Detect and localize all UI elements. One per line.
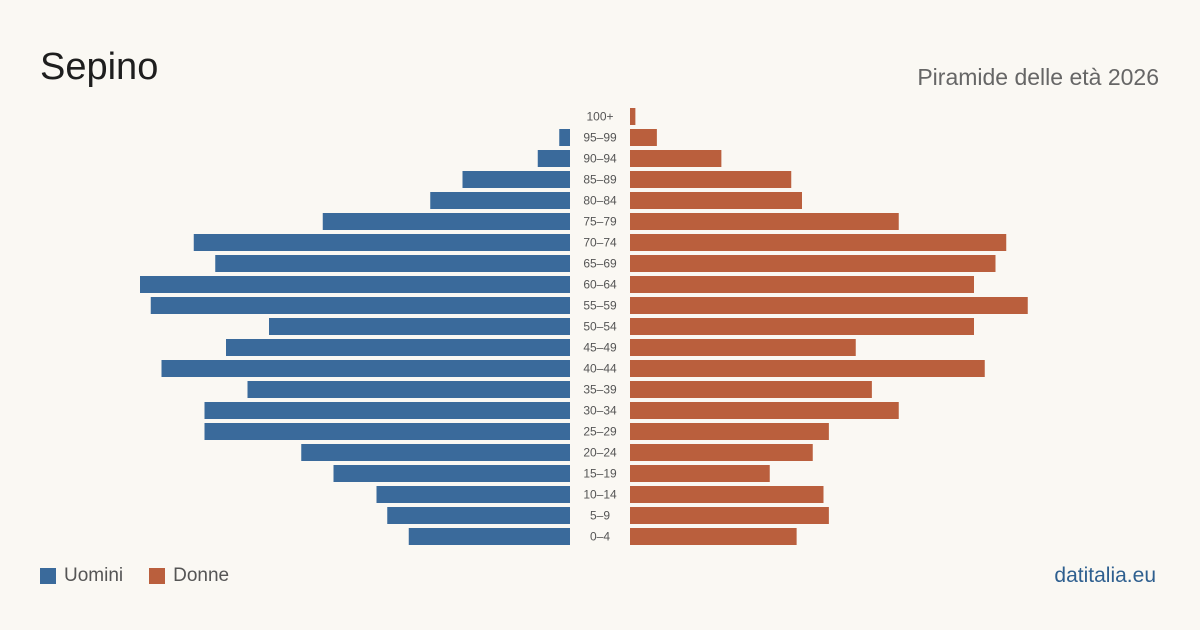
- bar-women-95-99: [630, 129, 657, 146]
- bar-women-55-59: [630, 297, 1028, 314]
- age-label-30-34: 30–34: [583, 404, 617, 418]
- age-label-60-64: 60–64: [583, 278, 617, 292]
- age-label-35-39: 35–39: [583, 383, 617, 397]
- bar-men-15-19: [333, 465, 570, 482]
- age-label-90-94: 90–94: [583, 152, 617, 166]
- bar-women-25-29: [630, 423, 829, 440]
- bar-women-80-84: [630, 192, 802, 209]
- bar-men-75-79: [322, 213, 570, 230]
- age-label-65-69: 65–69: [583, 257, 617, 271]
- age-label-80-84: 80–84: [583, 194, 617, 208]
- age-label-10-14: 10–14: [583, 488, 617, 502]
- bar-women-10-14: [630, 486, 824, 503]
- age-label-40-44: 40–44: [583, 362, 617, 376]
- bar-women-40-44: [630, 360, 985, 377]
- chart-subtitle: Piramide delle età 2026: [917, 64, 1159, 90]
- bar-women-90-94: [630, 150, 722, 167]
- age-label-75-79: 75–79: [583, 215, 617, 229]
- bar-women-65-69: [630, 255, 996, 272]
- bar-women-85-89: [630, 171, 792, 188]
- brand-link[interactable]: datitalia.eu: [1054, 564, 1156, 587]
- bar-men-95-99: [559, 129, 570, 146]
- women-color-swatch: [149, 568, 166, 584]
- chart-legend: Uomini Donne: [40, 565, 255, 587]
- age-label-25-29: 25–29: [583, 425, 617, 439]
- bar-men-35-39: [247, 381, 570, 398]
- age-label-20-24: 20–24: [583, 446, 617, 460]
- chart-title: Sepino: [40, 46, 159, 88]
- age-label-45-49: 45–49: [583, 341, 617, 355]
- bar-women-50-54: [630, 318, 974, 335]
- bar-men-65-69: [215, 255, 570, 272]
- bar-men-0-4: [408, 528, 570, 545]
- bar-men-60-64: [140, 276, 570, 293]
- bar-men-55-59: [150, 297, 570, 314]
- men-color-swatch: [40, 568, 56, 584]
- bar-men-10-14: [376, 486, 570, 503]
- age-label-100-plus: 100+: [586, 110, 613, 124]
- bar-women-70-74: [630, 234, 1007, 251]
- bar-men-90-94: [537, 150, 570, 167]
- legend-label-men: Uomini: [64, 565, 124, 586]
- legend-item-men: Uomini: [40, 565, 123, 587]
- bar-women-0-4: [630, 528, 797, 545]
- legend-label-women: Donne: [173, 565, 230, 586]
- age-label-5-9: 5–9: [590, 509, 610, 523]
- age-label-70-74: 70–74: [583, 236, 617, 250]
- bar-women-100-plus: [630, 108, 636, 125]
- age-label-85-89: 85–89: [583, 173, 617, 187]
- legend-item-women: Donne: [149, 565, 229, 587]
- bar-women-30-34: [630, 402, 899, 419]
- bar-women-45-49: [630, 339, 856, 356]
- age-label-95-99: 95–99: [583, 131, 617, 145]
- age-label-15-19: 15–19: [583, 467, 617, 481]
- bar-men-80-84: [430, 192, 570, 209]
- bar-men-25-29: [204, 423, 570, 440]
- age-label-0-4: 0–4: [590, 530, 610, 544]
- bar-men-40-44: [161, 360, 570, 377]
- bar-men-85-89: [462, 171, 570, 188]
- bar-women-75-79: [630, 213, 899, 230]
- bar-women-35-39: [630, 381, 872, 398]
- bar-men-50-54: [269, 318, 570, 335]
- bar-men-20-24: [301, 444, 570, 461]
- bar-men-30-34: [204, 402, 570, 419]
- bar-women-15-19: [630, 465, 770, 482]
- age-label-55-59: 55–59: [583, 299, 617, 313]
- age-label-50-54: 50–54: [583, 320, 617, 334]
- bar-men-45-49: [226, 339, 570, 356]
- bar-men-5-9: [387, 507, 570, 524]
- bar-women-60-64: [630, 276, 974, 293]
- bar-women-5-9: [630, 507, 829, 524]
- bar-men-70-74: [193, 234, 570, 251]
- bar-women-20-24: [630, 444, 813, 461]
